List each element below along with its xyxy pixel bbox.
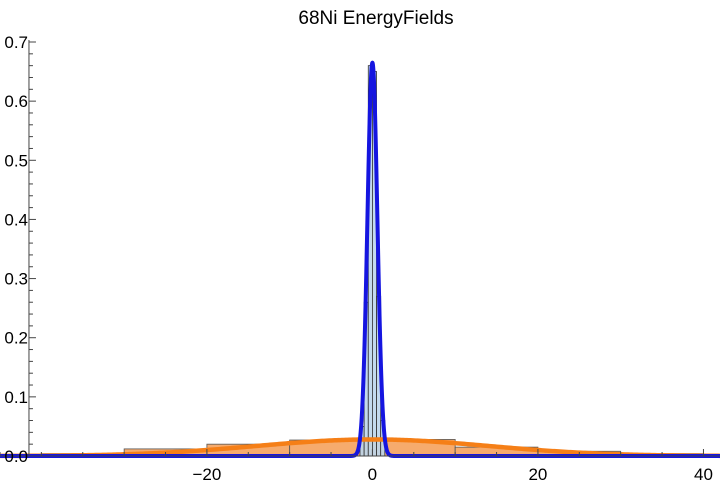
curves-layer	[0, 60, 720, 459]
chart-title: 68Ni EnergyFields	[298, 8, 453, 29]
axes-layer	[0, 40, 720, 457]
y-tick-label: 0.4	[4, 210, 28, 229]
x-tick-label: 20	[528, 465, 547, 484]
y-tick-label: 0.7	[4, 33, 28, 52]
y-tick-label: 0.1	[4, 388, 28, 407]
tick-labels-layer: −20 0 20 40 0.0 0.1 0.2 0.3 0.4 0.5 0.6 0.7	[4, 33, 713, 484]
y-tick-label: 0.2	[4, 329, 28, 348]
bars-layer	[0, 65, 720, 457]
x-tick-label: −20	[192, 465, 221, 484]
x-tick-label: 0	[368, 465, 377, 484]
y-tick-label: 0.5	[4, 151, 28, 170]
y-tick-label: 0.3	[4, 270, 28, 289]
density-curve-3	[0, 60, 720, 458]
y-tick-label: 0.0	[4, 447, 28, 466]
x-tick-label: 40	[694, 465, 713, 484]
y-tick-label: 0.6	[4, 92, 28, 111]
